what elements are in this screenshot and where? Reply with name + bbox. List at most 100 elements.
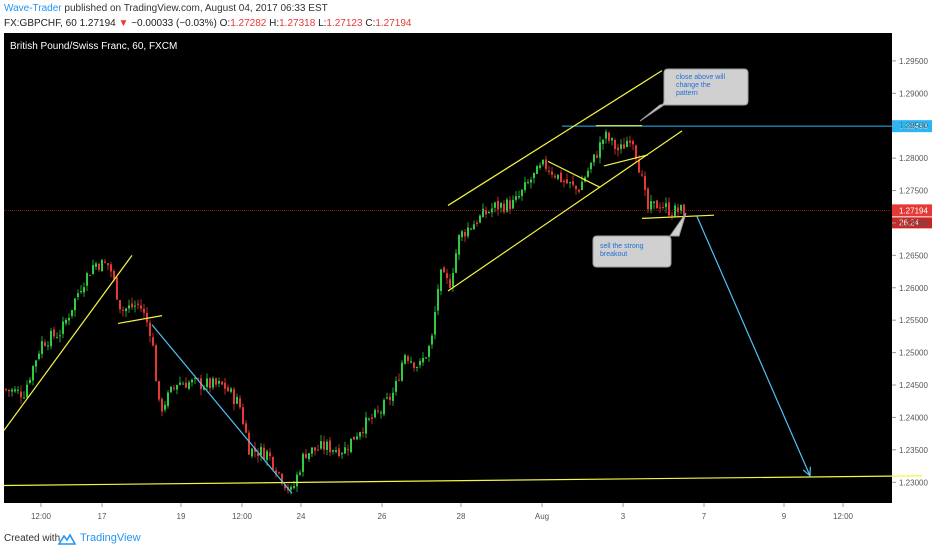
candle-body [377,410,379,412]
symbol-label: FX:GBPCHF, 60 [4,18,77,29]
candle-body [158,381,160,400]
candle-body [542,159,544,165]
trendline-channel-upper [447,70,663,206]
price-chart[interactable]: British Pound/Swiss Franc, 60, FXCM 1.28… [0,33,932,528]
candle-body [452,272,454,287]
candle-body [503,203,505,212]
arrow-head [802,466,811,478]
candle-body [455,253,457,273]
tradingview-brand-link[interactable]: TradingView [80,532,141,544]
candle-body [404,355,406,364]
candle-body [206,378,208,387]
candle-body [224,382,226,389]
candle-body [326,441,328,450]
candle-body [476,222,478,225]
candle-body [374,409,376,418]
author-link[interactable]: Wave-Trader [4,3,62,14]
candle-body [236,396,238,404]
candle-body [179,382,181,385]
candle-body [254,447,256,452]
candle-body [47,345,49,347]
callout-bubble [592,212,687,268]
candle-body [167,392,169,407]
candle-body [20,391,22,398]
candle-body [122,309,124,311]
created-with-label: Created with [4,533,61,544]
x-tick-label: 24 [297,512,306,521]
y-tick-label: 1.25500 [899,316,928,325]
callout-close-above[interactable]: close above will change the pattern [639,68,749,122]
candle-body [536,166,538,175]
candle-body [41,341,43,355]
candle-body [662,207,664,209]
callout-text-line-3: pattern [676,90,698,97]
candle-body [551,171,553,175]
candle-body [677,207,679,213]
candle-body [680,204,682,211]
candle-body [431,335,433,345]
candle-body [260,446,262,456]
x-tick-label: 26 [378,512,387,521]
candle-body [548,170,550,172]
candle-body [668,202,670,216]
last-price: 1.27194 [79,18,116,29]
x-tick-label: 17 [98,512,107,521]
candle-body [392,392,394,401]
candle-body [278,472,280,474]
plot-area[interactable] [4,33,892,503]
y-tick-label: 1.26000 [899,284,928,293]
candle-body [422,357,424,363]
candle-body [521,189,523,196]
candle-body [482,208,484,218]
candle-body [611,138,613,141]
candle-body [38,353,40,359]
candle-body [11,389,13,392]
candle-body [89,274,91,276]
candle-body [671,215,673,217]
candle-body [29,379,31,383]
y-tick-label: 1.24500 [899,381,928,390]
candle-body [107,263,109,266]
callout-text-line-1: sell the strong [600,243,644,250]
candle-body [149,322,151,336]
close-value: 1.27194 [375,18,412,29]
candle-body [428,345,430,357]
candle-body [266,451,268,460]
candle-body [50,330,52,347]
callout-sell-breakout[interactable]: sell the strong breakout [592,212,687,268]
candle-body [332,450,334,452]
candle-body [146,312,148,323]
candle-body [35,360,37,367]
candle-body [275,470,277,474]
candle-body [65,319,67,324]
low-value: 1.27123 [326,18,363,29]
trendline-left-support [3,255,133,431]
candle-body [83,287,85,293]
candle-body [494,202,496,208]
chart-header: Wave-Trader published on TradingView.com… [0,0,932,33]
candle-body [305,453,307,459]
candle-body [461,231,463,237]
callout-bubble [639,68,749,122]
y-tick-label: 1.24000 [899,413,928,422]
y-tick-label: 1.23000 [899,478,928,487]
candle-body [230,388,232,392]
candle-body [53,329,55,337]
price-tag [892,204,932,217]
candle-body [308,453,310,460]
candle-body [23,397,25,399]
price-axis[interactable] [892,33,932,503]
candle-body [341,453,343,455]
candle-body [593,154,595,163]
candle-body [545,159,547,169]
candle-body [59,335,61,337]
candle-body [14,389,16,392]
candle-body [140,305,142,309]
candle-body [56,337,58,339]
x-tick-label: 7 [702,512,707,521]
high-value: 1.27318 [279,18,316,29]
x-tick-label: 12:00 [31,512,52,521]
time-axis[interactable] [4,503,892,523]
candle-body [386,397,388,399]
candle-body [500,203,502,208]
